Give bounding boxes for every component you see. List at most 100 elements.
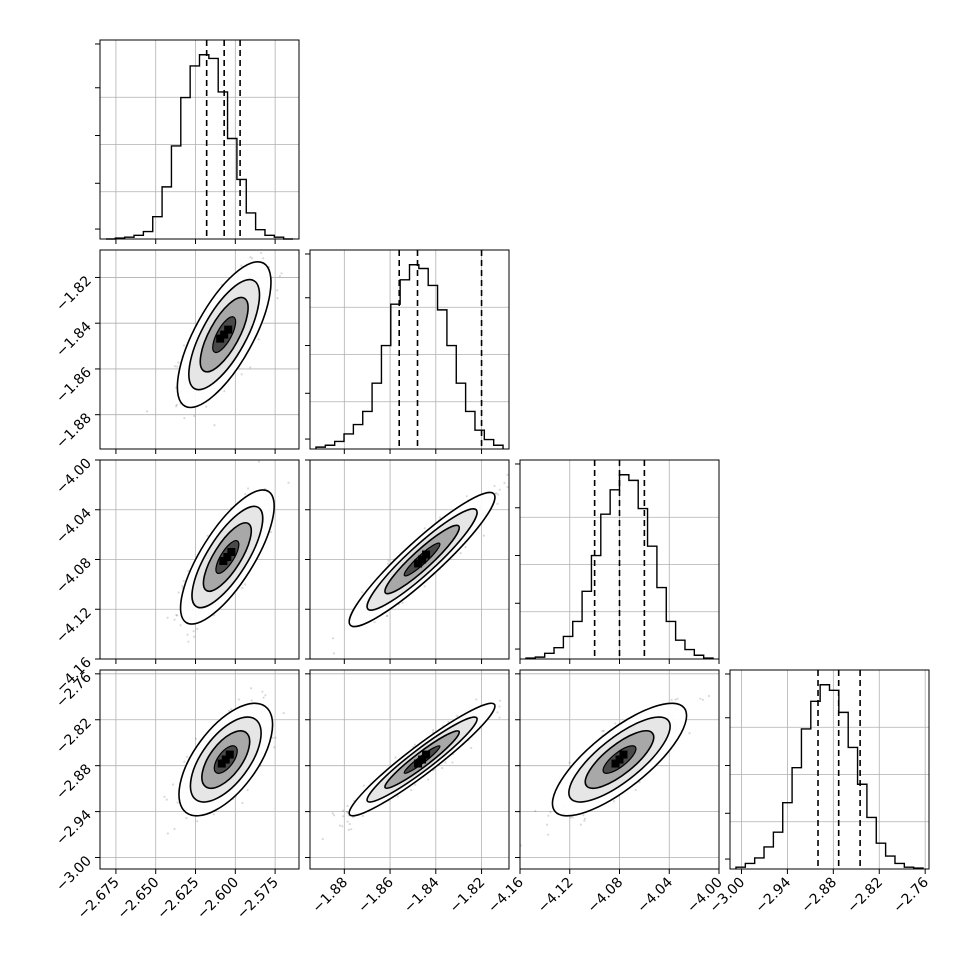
scatter-point: [185, 817, 188, 820]
scatter-point: [470, 746, 473, 750]
scatter-point: [498, 488, 501, 491]
scatter-point: [213, 424, 216, 427]
scatter-point: [260, 251, 263, 255]
scatter-point: [212, 813, 215, 816]
scatter-point: [699, 697, 702, 700]
scatter-point: [186, 633, 189, 636]
scatter-point: [181, 584, 184, 588]
scatter-point: [341, 825, 344, 828]
histogram-step: [315, 264, 504, 449]
scatter-point: [423, 527, 426, 530]
scatter-point: [346, 804, 349, 808]
x-tick-label: −2.94: [753, 874, 795, 916]
scatter-point: [280, 272, 283, 275]
scatter-point: [243, 583, 247, 586]
x-tick-label: −2.650: [115, 875, 163, 923]
panel-frame: [99, 249, 300, 450]
scatter-point: [506, 486, 509, 489]
scatter-point: [547, 814, 550, 817]
scatter-point: [670, 698, 673, 701]
scatter-point: [244, 492, 247, 496]
panel-3-1: −1.88 −1.86 −1.84 −1.82: [305, 669, 510, 916]
panel-frame: [309, 249, 510, 450]
scatter-point: [205, 405, 208, 408]
scatter-point: [177, 361, 180, 364]
panel-frame: [99, 39, 300, 240]
scatter-point: [194, 737, 197, 740]
scatter-point: [257, 460, 261, 463]
density-peak: [227, 548, 236, 557]
scatter-point: [361, 814, 364, 818]
y-tick-label: −4.00: [53, 456, 95, 498]
scatter-point: [250, 257, 254, 260]
scatter-point: [348, 822, 351, 826]
scatter-point: [176, 801, 179, 804]
scatter-point: [166, 616, 169, 619]
scatter-point: [342, 809, 345, 812]
scatter-point: [183, 417, 186, 420]
scatter-point: [176, 614, 179, 617]
density-peak: [422, 750, 431, 759]
scatter-point: [601, 730, 604, 733]
x-tick-label: −1.84: [401, 874, 443, 916]
scatter-point: [273, 746, 276, 749]
scatter-point: [545, 823, 549, 826]
scatter-point: [701, 698, 704, 701]
panel-3-2: −4.16 −4.12 −4.08 −4.04 −4.00: [485, 669, 726, 916]
y-tick-label: −1.86: [53, 364, 95, 406]
density-peak: [619, 750, 628, 759]
scatter-point: [331, 637, 335, 640]
scatter-point: [362, 784, 366, 787]
x-tick-label: −2.82: [844, 875, 886, 917]
scatter-point: [187, 640, 190, 643]
scatter-point: [583, 819, 586, 822]
panel-1-0: −1.88−1.86−1.84−1.82: [53, 242, 300, 454]
scatter-point: [175, 405, 178, 408]
scatter-point: [568, 761, 571, 764]
scatter-point: [386, 614, 389, 617]
scatter-point: [410, 788, 413, 792]
scatter-point: [241, 586, 244, 590]
scatter-point: [269, 530, 273, 534]
scatter-point: [332, 652, 336, 655]
panel-content: [145, 242, 283, 427]
scatter-point: [179, 624, 182, 627]
scatter-point: [261, 690, 264, 693]
x-tick-label: −2.76: [890, 874, 932, 916]
scatter-point: [230, 708, 233, 711]
scatter-point: [634, 788, 637, 792]
scatter-point: [183, 760, 186, 763]
scatter-point: [387, 559, 390, 562]
histogram-step: [105, 54, 294, 240]
y-tick-label: −2.82: [53, 715, 95, 757]
scatter-point: [206, 534, 209, 537]
scatter-point: [281, 242, 283, 244]
density-peak: [217, 759, 226, 768]
density-peak: [219, 557, 228, 566]
scatter-point: [241, 801, 244, 805]
scatter-point: [498, 699, 502, 702]
scatter-point: [185, 755, 189, 758]
scatter-point: [582, 814, 585, 817]
scatter-point: [674, 698, 677, 701]
panel-0-0: [95, 39, 300, 244]
panel-3-3: −3.00 −2.94 −2.88 −2.82 −2.76: [707, 669, 932, 917]
panel-content: [163, 687, 285, 835]
scatter-point: [321, 838, 324, 841]
density-peak: [225, 750, 234, 759]
scatter-point: [350, 828, 353, 831]
y-tick-label: −1.84: [53, 319, 95, 361]
x-tick-label: −2.600: [194, 875, 242, 923]
scatter-point: [427, 778, 430, 781]
scatter-point: [165, 798, 168, 801]
x-tick-label: −2.675: [75, 875, 123, 923]
panel-2-2: [515, 459, 720, 664]
scatter-point: [182, 344, 186, 347]
scatter-point: [579, 823, 582, 826]
scatter-point: [187, 569, 190, 573]
panel-2-0: −4.16−4.12−4.08−4.04−4.00: [53, 456, 300, 696]
scatter-point: [583, 817, 586, 820]
scatter-point: [456, 714, 459, 718]
scatter-point: [249, 256, 252, 259]
